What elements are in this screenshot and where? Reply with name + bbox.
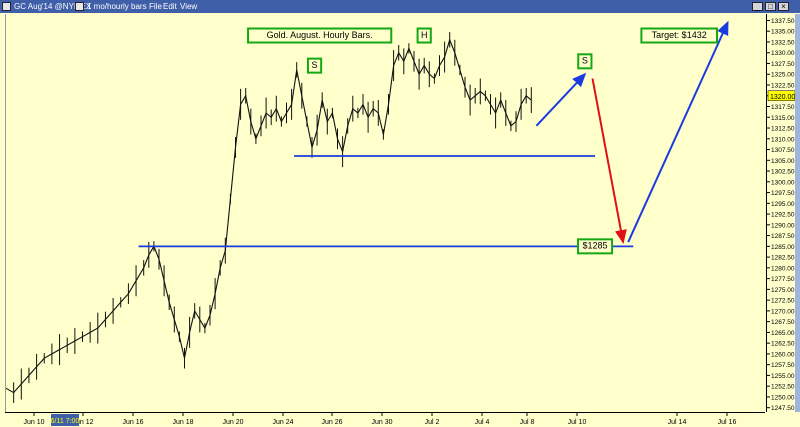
y-tick-label: 1255.00: [771, 373, 795, 380]
timeframe-label[interactable]: 1 mo/hourly bars: [87, 2, 147, 11]
x-tick-label: Jul 16: [718, 419, 737, 426]
cursor-time-label: 6/11 7:00: [51, 418, 80, 425]
time-axis[interactable]: Jun 10 Jun 12 Jun 16 Jun 18 Jun 20 Jun 24 Jun …: [5, 412, 765, 427]
forecast-arrow: [591, 78, 627, 245]
y-tick-label: 1295.00: [771, 201, 795, 208]
y-tick-label: 1307.50: [771, 147, 795, 154]
y-tick-label: 1265.00: [771, 330, 795, 337]
x-tick-label: Jun 12: [72, 419, 93, 426]
y-tick-label: 1310.00: [771, 136, 795, 143]
menu-file[interactable]: File: [149, 2, 162, 11]
forecast-arrow: [627, 20, 729, 243]
x-tick-label: Jul 10: [568, 419, 587, 426]
title-bar: GC Aug'14 @NYMEX 1 mo/hourly bars File E…: [0, 0, 800, 13]
y-tick-label: 1282.50: [771, 255, 795, 262]
x-tick-label: Jun 18: [172, 419, 193, 426]
plot-area[interactable]: Gold. August. Hourly Bars. S H S Target: $14…: [5, 14, 766, 412]
y-tick-label: 1335.00: [771, 29, 795, 36]
annotation-box: [306, 57, 323, 74]
price-axis[interactable]: 1337.50 1335.00 1332.50 1330.00 1327.50 1325.…: [766, 14, 796, 412]
minimize-button[interactable]: _: [752, 2, 763, 11]
interval-icon[interactable]: [75, 2, 84, 11]
annotation-box: [247, 27, 393, 44]
y-tick-label: 1260.00: [771, 351, 795, 358]
y-tick-label: 1252.50: [771, 384, 795, 391]
forecast-arrow: [535, 72, 587, 127]
y-tick-label: 1305.00: [771, 158, 795, 165]
y-tick-label: 1300.00: [771, 179, 795, 186]
y-tick-label: 1292.50: [771, 212, 795, 219]
y-tick-label: 1267.50: [771, 319, 795, 326]
annotation-text: Gold. August. Hourly Bars.: [267, 30, 373, 40]
x-tick-label: Jun 10: [23, 419, 44, 426]
y-tick-label: 1280.00: [771, 265, 795, 272]
price-axis-labels: 1337.50 1335.00 1332.50 1330.00 1327.50 1325.…: [767, 18, 795, 412]
x-tick-label: Jun 20: [222, 419, 243, 426]
annotation-text: $1285: [583, 241, 608, 251]
annotation-box: [577, 238, 614, 255]
menu-edit[interactable]: Edit: [163, 2, 177, 11]
annotation-text: S: [312, 60, 318, 70]
close-button[interactable]: ×: [778, 2, 789, 11]
y-tick-label: 1325.00: [771, 72, 795, 79]
annotation-text: Target: $1432: [652, 30, 707, 40]
annotation-label: Gold. August. Hourly Bars.: [247, 27, 393, 44]
y-tick-label: 1270.00: [771, 308, 795, 315]
y-tick-label: 1330.00: [771, 50, 795, 57]
y-tick-label: 1317.50: [771, 104, 795, 111]
y-tick-label: 1285.00: [771, 244, 795, 251]
x-tick-label: Jun 24: [272, 419, 293, 426]
annotation-label: Target: $1432: [640, 27, 719, 44]
y-tick-label: 1315.00: [771, 115, 795, 122]
y-tick-label: 1302.50: [771, 169, 795, 176]
menu-view[interactable]: View: [180, 2, 198, 11]
annotation-box: [640, 27, 719, 44]
annotation-label: S: [306, 57, 323, 74]
y-tick-label: 1272.50: [771, 298, 795, 305]
y-tick-label: 1287.50: [771, 233, 795, 240]
y-tick-label: 1322.50: [771, 82, 795, 89]
x-tick-label: Jul 8: [520, 419, 535, 426]
x-tick-label: Jun 26: [321, 419, 342, 426]
x-tick-label: Jun 30: [371, 419, 392, 426]
y-tick-label: 1275.00: [771, 287, 795, 294]
vertical-scrollbar[interactable]: [795, 14, 800, 412]
symbol-label[interactable]: GC Aug'14 @NYMEX: [14, 2, 92, 11]
price-line: [6, 38, 532, 394]
y-tick-label: 1257.50: [771, 362, 795, 369]
app-icon[interactable]: [2, 2, 11, 11]
x-tick-label: Jul 4: [475, 419, 490, 426]
time-axis-labels: Jun 10 Jun 12 Jun 16 Jun 18 Jun 20 Jun 24 Jun …: [23, 413, 737, 426]
y-tick-label: 1332.50: [771, 39, 795, 46]
price-chart: Gold. August. Hourly Bars. S H S Target: $14…: [6, 20, 729, 403]
maximize-button[interactable]: □: [765, 2, 776, 11]
y-tick-label: 1277.50: [771, 276, 795, 283]
last-price-label: 1320.00: [770, 94, 795, 101]
x-tick-label: Jul 2: [425, 419, 440, 426]
y-tick-label: 1247.50: [771, 405, 795, 412]
y-tick-label: 1262.50: [771, 341, 795, 348]
y-tick-label: 1337.50: [771, 18, 795, 25]
y-tick-label: 1290.00: [771, 222, 795, 229]
annotation-label: H: [416, 27, 432, 44]
y-tick-label: 1327.50: [771, 61, 795, 68]
annotation-text: H: [421, 30, 428, 40]
annotation-box: [416, 27, 432, 44]
y-tick-label: 1250.00: [771, 394, 795, 401]
x-tick-label: Jul 14: [668, 419, 687, 426]
annotation-label: $1285: [577, 238, 614, 255]
annotation-label: S: [577, 53, 593, 70]
y-tick-label: 1312.50: [771, 126, 795, 133]
y-tick-label: 1297.50: [771, 190, 795, 197]
annotation-box: [577, 53, 593, 70]
cursor-time-marker: [51, 414, 79, 426]
annotation-text: S: [582, 56, 588, 66]
x-tick-label: Jun 16: [122, 419, 143, 426]
